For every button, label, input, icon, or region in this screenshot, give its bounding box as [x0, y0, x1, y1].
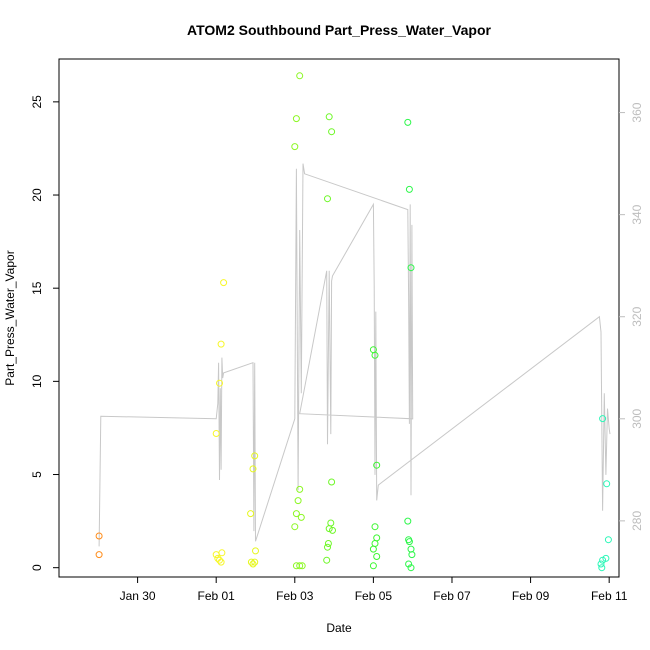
data-point: [325, 113, 333, 121]
y-axis-label: Part_Press_Water_Vapor: [3, 250, 17, 385]
data-point: [371, 540, 379, 547]
data-point: [405, 560, 413, 568]
y2-tick-label: 280: [630, 511, 644, 531]
y2-tick-label: 360: [630, 102, 644, 122]
data-point: [95, 551, 103, 559]
data-point: [407, 545, 415, 553]
secondary-series-layer: [98, 163, 611, 547]
data-point: [296, 485, 304, 493]
data-point: [251, 558, 259, 566]
data-point: [407, 564, 415, 572]
data-point: [247, 558, 255, 566]
data-point: [291, 523, 299, 531]
data-point: [220, 279, 228, 287]
data-point: [599, 415, 607, 423]
data-point: [602, 554, 610, 562]
data-point: [294, 497, 302, 505]
chart-title: ATOM2 Southbound Part_Press_Water_Vapor: [187, 22, 491, 38]
data-point: [217, 558, 225, 566]
data-point: [247, 510, 255, 518]
y2-tick-label: 300: [630, 408, 644, 428]
y-tick-label: 15: [30, 281, 44, 295]
data-point: [296, 72, 304, 80]
data-point: [95, 532, 103, 540]
x-tick-label: Jan 30: [120, 589, 156, 603]
x-tick-label: Feb 09: [512, 589, 550, 603]
x-tick-label: Feb 03: [276, 589, 314, 603]
data-point: [373, 534, 381, 542]
data-point: [214, 554, 222, 562]
data-point: [329, 526, 336, 534]
data-point: [599, 556, 607, 564]
data-point: [598, 564, 606, 572]
data-point: [212, 430, 220, 437]
data-point: [217, 340, 225, 348]
data-point: [328, 478, 336, 486]
data-point: [405, 185, 413, 193]
x-tick-label: Feb 01: [198, 589, 236, 603]
data-point: [407, 264, 415, 272]
data-point: [404, 118, 412, 126]
y-tick-label: 0: [30, 564, 44, 571]
data-point: [327, 519, 335, 527]
data-point: [218, 549, 226, 557]
x-tick-label: Feb 11: [591, 589, 628, 603]
data-point: [212, 551, 220, 559]
y-tick-label: 20: [30, 188, 44, 202]
points-layer: [95, 72, 612, 572]
data-point: [292, 510, 300, 518]
y-tick-label: 25: [30, 95, 44, 109]
data-point: [371, 523, 379, 531]
x-tick-label: Feb 07: [433, 589, 471, 603]
data-point: [371, 351, 379, 359]
data-point: [369, 545, 377, 553]
data-point: [323, 556, 331, 564]
data-point: [216, 379, 223, 387]
data-point: [603, 480, 611, 488]
data-point: [216, 556, 223, 564]
y2-tick-label: 340: [630, 204, 644, 224]
data-point: [296, 562, 304, 570]
data-point: [405, 538, 413, 546]
data-point: [597, 560, 605, 568]
data-point: [252, 547, 259, 555]
x-tick-label: Feb 05: [355, 589, 393, 603]
plot-frame: [58, 58, 620, 578]
data-point: [408, 551, 416, 559]
secondary-series-line: [98, 163, 611, 547]
y-axis-right: 280 300 320 340 360: [619, 102, 644, 531]
x-axis: Jan 30 Feb 01 Feb 03 Feb 05 Feb 07 Feb 09 Feb …: [120, 577, 628, 603]
y-axis-left: 0 5 10 15 20 25: [30, 95, 59, 571]
y2-tick-label: 320: [630, 306, 644, 326]
data-point: [249, 560, 257, 568]
data-point: [297, 513, 305, 521]
data-point: [251, 452, 259, 460]
data-point: [324, 195, 331, 203]
data-point: [249, 465, 257, 473]
data-point: [373, 553, 381, 560]
data-point: [369, 562, 377, 570]
data-point: [292, 115, 300, 123]
data-point: [298, 562, 306, 570]
data-point: [604, 536, 612, 544]
data-point: [324, 543, 331, 551]
y-tick-label: 5: [30, 471, 44, 478]
y-tick-label: 10: [30, 374, 44, 388]
data-point: [328, 128, 336, 136]
x-axis-label: Date: [326, 621, 352, 635]
data-point: [373, 461, 381, 469]
data-point: [291, 143, 299, 151]
data-point: [324, 540, 332, 547]
data-point: [404, 517, 412, 525]
